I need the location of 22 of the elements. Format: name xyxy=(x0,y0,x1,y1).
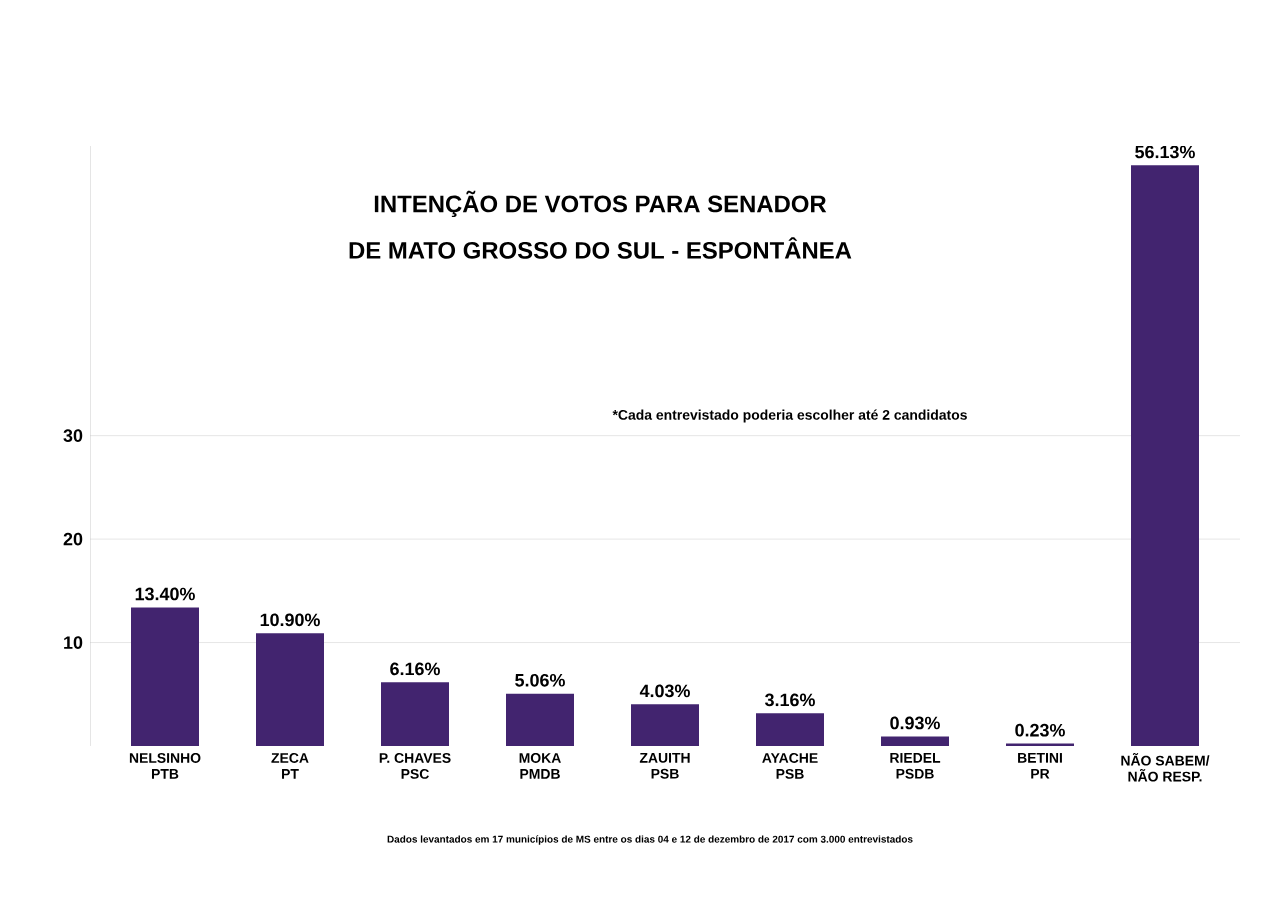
text: DE MATO GROSSO DO SUL - ESPONTÂNEA xyxy=(349,237,852,259)
bar xyxy=(381,682,449,746)
data-label: 5.06% xyxy=(515,673,565,687)
data-label: 3.16% xyxy=(764,693,815,707)
bar xyxy=(506,693,574,746)
data-label: 10.90% xyxy=(260,613,320,627)
bar xyxy=(756,713,824,746)
bar xyxy=(1131,165,1199,746)
bar xyxy=(131,607,199,746)
y-tick-label: 30 xyxy=(63,429,83,442)
y-tick-label: 10 xyxy=(64,636,83,649)
data-label: 0.93% xyxy=(890,716,940,730)
data-label: 6.16% xyxy=(390,662,440,676)
data-label: 4.03% xyxy=(639,684,690,698)
data-label: 13.40% xyxy=(135,587,195,601)
data-label: 56.13% xyxy=(1135,145,1195,159)
data-label: 0.23% xyxy=(1015,723,1065,737)
text: INTENÇÃO DE VOTOS PARA SENADOR xyxy=(374,190,827,218)
bar xyxy=(881,736,949,746)
y-tick-label: 20 xyxy=(63,532,83,546)
bar xyxy=(256,633,324,746)
bar xyxy=(631,704,699,746)
